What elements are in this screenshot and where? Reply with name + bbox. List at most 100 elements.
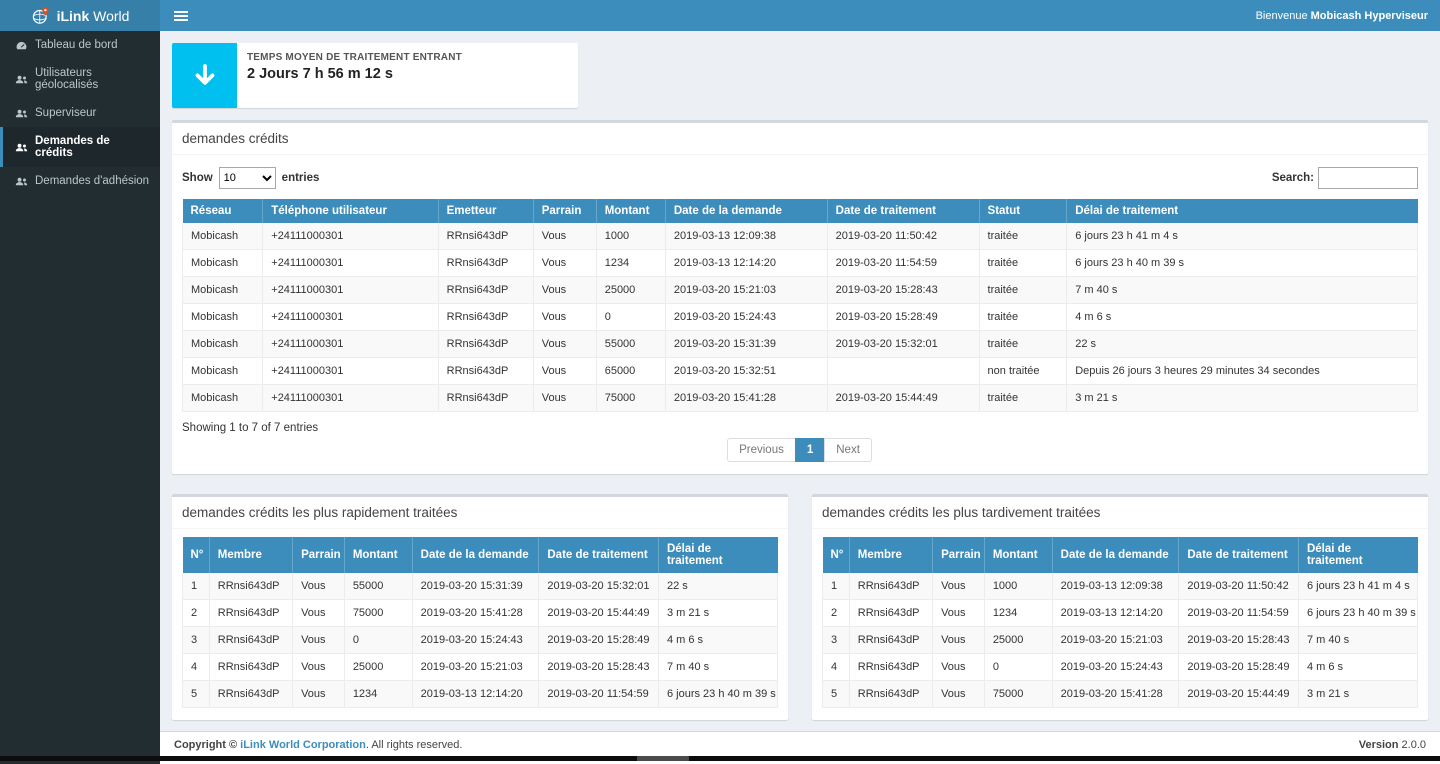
table-cell: 2019-03-20 11:54:59 [539, 681, 659, 708]
column-header[interactable]: Date de traitement [539, 537, 659, 573]
column-header[interactable]: Emetteur [438, 199, 533, 223]
stat-title: TEMPS MOYEN DE TRAITEMENT ENTRANT [247, 52, 462, 63]
users-icon [15, 108, 28, 119]
table-cell: +24111000301 [263, 223, 438, 250]
users-icon [15, 142, 28, 153]
slowest-box-title: demandes crédits les plus tardivement tr… [812, 497, 1428, 529]
column-header[interactable]: N° [823, 537, 850, 573]
column-header[interactable]: Délai de traitement [1298, 537, 1417, 573]
table-cell: 3 [823, 627, 850, 654]
scrollbar-thumb[interactable] [637, 756, 689, 761]
search-label: Search: [1272, 172, 1314, 184]
table-cell: 2019-03-20 15:28:49 [539, 627, 659, 654]
column-header[interactable]: Membre [209, 537, 292, 573]
table-cell: 6 jours 23 h 41 m 4 s [1298, 573, 1417, 600]
page-length-select[interactable]: 10 [219, 167, 276, 189]
page-length-control: Show 10 entries [182, 167, 319, 189]
next-page-button[interactable]: Next [824, 438, 872, 462]
sidebar-item-label: Superviseur [35, 107, 96, 119]
table-cell: RRnsi643dP [209, 681, 292, 708]
table-cell: 2019-03-20 15:24:43 [1052, 654, 1179, 681]
stat-card-avg-processing-time: TEMPS MOYEN DE TRAITEMENT ENTRANT 2 Jour… [172, 43, 578, 108]
sidebar-item-superviseur[interactable]: Superviseur [0, 99, 160, 127]
sidebar-item-tableau-de-bord[interactable]: Tableau de bord [0, 31, 160, 59]
table-row: 1RRnsi643dPVous550002019-03-20 15:31:392… [183, 573, 778, 600]
column-header[interactable]: Date de traitement [827, 199, 979, 223]
table-cell: RRnsi643dP [438, 277, 533, 304]
column-header[interactable]: Date de la demande [1052, 537, 1179, 573]
table-cell: +24111000301 [263, 250, 438, 277]
previous-page-button[interactable]: Previous [727, 438, 796, 462]
search-input[interactable] [1318, 167, 1418, 189]
column-header[interactable]: Date de la demande [412, 537, 539, 573]
table-cell: non traitée [979, 358, 1067, 385]
column-header[interactable]: Téléphone utilisateur [263, 199, 438, 223]
table-cell: +24111000301 [263, 385, 438, 412]
table-cell: Mobicash [183, 304, 263, 331]
column-header[interactable]: Délai de traitement [658, 537, 777, 573]
horizontal-scrollbar[interactable] [0, 756, 1440, 761]
table-cell: Vous [533, 385, 596, 412]
table-cell: 2019-03-20 15:41:28 [665, 385, 827, 412]
table-cell: 0 [596, 304, 665, 331]
table-row: Mobicash+24111000301RRnsi643dPVous750002… [183, 385, 1418, 412]
table-cell: 2 [183, 600, 210, 627]
table-row: Mobicash+24111000301RRnsi643dPVous650002… [183, 358, 1418, 385]
app-logo[interactable]: iLink World [0, 0, 160, 31]
column-header[interactable]: N° [183, 537, 210, 573]
column-header[interactable]: Délai de traitement [1067, 199, 1418, 223]
table-cell: 2019-03-20 15:28:49 [1179, 654, 1299, 681]
table-cell: RRnsi643dP [438, 385, 533, 412]
column-header[interactable]: Parrain [293, 537, 345, 573]
sidebar-item-demandes-d-adh-sion[interactable]: Demandes d'adhésion [0, 167, 160, 195]
column-header[interactable]: Montant [984, 537, 1052, 573]
table-cell: 2019-03-20 15:44:49 [1179, 681, 1299, 708]
table-cell: 2019-03-20 15:21:03 [412, 654, 539, 681]
table-cell: 6 jours 23 h 41 m 4 s [1067, 223, 1418, 250]
table-cell: Vous [933, 654, 985, 681]
table-cell: 5 [183, 681, 210, 708]
page-1-button[interactable]: 1 [795, 438, 825, 462]
table-cell: 25000 [984, 627, 1052, 654]
table-cell: 4 [183, 654, 210, 681]
sidebar-menu: Tableau de bordUtilisateurs géolocalisés… [0, 31, 160, 195]
users-icon [15, 74, 28, 85]
column-header[interactable]: Réseau [183, 199, 263, 223]
slowest-processed-box: demandes crédits les plus tardivement tr… [812, 494, 1428, 720]
table-cell: 2019-03-20 15:28:49 [827, 304, 979, 331]
table-row: 3RRnsi643dPVous250002019-03-20 15:21:032… [823, 627, 1418, 654]
table-cell: RRnsi643dP [209, 600, 292, 627]
table-cell: Vous [293, 681, 345, 708]
column-header[interactable]: Montant [596, 199, 665, 223]
table-cell: 2019-03-20 15:44:49 [827, 385, 979, 412]
company-link[interactable]: iLink World Corporation [240, 739, 366, 751]
column-header[interactable]: Parrain [933, 537, 985, 573]
table-cell: RRnsi643dP [849, 681, 932, 708]
table-cell: 2 [823, 600, 850, 627]
table-cell: 3 m 21 s [658, 600, 777, 627]
column-header[interactable]: Statut [979, 199, 1067, 223]
table-cell: 2019-03-20 11:54:59 [827, 250, 979, 277]
top-header: iLink World Bienvenue Mobicash Hypervise… [0, 0, 1440, 31]
sidebar-item-demandes-de-cr-dits[interactable]: Demandes de crédits [0, 127, 160, 167]
table-cell: 7 m 40 s [658, 654, 777, 681]
sidebar-toggle-hamburger-icon[interactable] [172, 7, 190, 25]
table-cell: Mobicash [183, 358, 263, 385]
tachometer-icon [15, 40, 28, 51]
table-cell: Mobicash [183, 277, 263, 304]
fastest-processed-box: demandes crédits les plus rapidement tra… [172, 494, 788, 720]
column-header[interactable]: Date de traitement [1179, 537, 1299, 573]
table-cell: RRnsi643dP [438, 250, 533, 277]
welcome-user-menu[interactable]: Bienvenue Mobicash Hyperviseur [1256, 10, 1428, 22]
column-header[interactable]: Parrain [533, 199, 596, 223]
table-row: 2RRnsi643dPVous750002019-03-20 15:41:282… [183, 600, 778, 627]
table-cell: 2019-03-20 15:32:01 [827, 331, 979, 358]
sidebar-item-utilisateurs-g-olocalis-s[interactable]: Utilisateurs géolocalisés [0, 59, 160, 99]
table-cell: Vous [533, 277, 596, 304]
column-header[interactable]: Membre [849, 537, 932, 573]
table-row: 5RRnsi643dPVous750002019-03-20 15:41:282… [823, 681, 1418, 708]
table-cell: 5 [823, 681, 850, 708]
column-header[interactable]: Montant [344, 537, 412, 573]
table-cell: 2019-03-20 15:32:01 [539, 573, 659, 600]
column-header[interactable]: Date de la demande [665, 199, 827, 223]
